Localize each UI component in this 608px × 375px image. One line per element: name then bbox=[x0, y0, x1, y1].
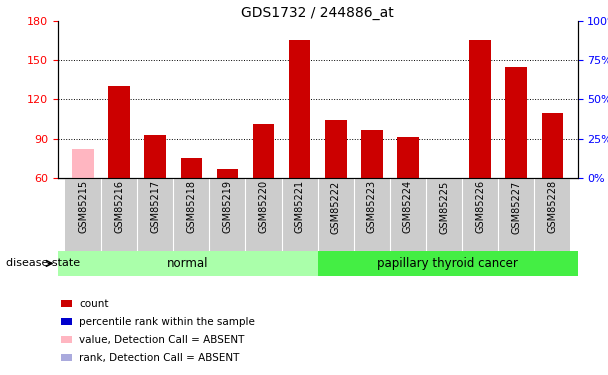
Bar bbox=[246, 178, 282, 251]
Bar bbox=[108, 86, 130, 178]
Text: rank, Detection Call = ABSENT: rank, Detection Call = ABSENT bbox=[79, 353, 240, 363]
Bar bbox=[325, 120, 347, 178]
Text: percentile rank within the sample: percentile rank within the sample bbox=[79, 317, 255, 327]
Bar bbox=[534, 178, 570, 251]
Bar bbox=[542, 112, 563, 178]
Text: GSM85224: GSM85224 bbox=[403, 180, 413, 234]
Bar bbox=[498, 178, 534, 251]
Bar bbox=[289, 40, 311, 178]
Bar bbox=[361, 130, 382, 178]
Bar bbox=[317, 178, 354, 251]
Bar bbox=[173, 178, 209, 251]
Text: GSM85228: GSM85228 bbox=[547, 180, 558, 234]
Text: value, Detection Call = ABSENT: value, Detection Call = ABSENT bbox=[79, 335, 244, 345]
Bar bbox=[462, 178, 498, 251]
Bar bbox=[145, 135, 166, 178]
Bar bbox=[253, 124, 274, 178]
Text: GSM85225: GSM85225 bbox=[439, 180, 449, 234]
Text: GSM85226: GSM85226 bbox=[475, 180, 485, 234]
Text: GSM85217: GSM85217 bbox=[150, 180, 161, 234]
Bar bbox=[397, 138, 419, 178]
Bar bbox=[209, 178, 246, 251]
Title: GDS1732 / 244886_at: GDS1732 / 244886_at bbox=[241, 6, 394, 20]
Text: GSM85218: GSM85218 bbox=[186, 180, 196, 233]
Bar bbox=[101, 178, 137, 251]
Bar bbox=[72, 149, 94, 178]
Bar bbox=[181, 158, 202, 178]
Text: GSM85221: GSM85221 bbox=[295, 180, 305, 234]
Text: papillary thyroid cancer: papillary thyroid cancer bbox=[377, 257, 518, 270]
Text: GSM85220: GSM85220 bbox=[258, 180, 269, 234]
Bar bbox=[390, 178, 426, 251]
Bar bbox=[282, 178, 318, 251]
Text: GSM85219: GSM85219 bbox=[223, 180, 232, 233]
Bar bbox=[137, 178, 173, 251]
Text: count: count bbox=[79, 299, 109, 309]
Bar bbox=[65, 178, 101, 251]
Text: normal: normal bbox=[167, 257, 209, 270]
Text: GSM85227: GSM85227 bbox=[511, 180, 521, 234]
Text: disease state: disease state bbox=[6, 258, 80, 268]
Text: GSM85215: GSM85215 bbox=[78, 180, 88, 234]
Text: GSM85216: GSM85216 bbox=[114, 180, 124, 233]
Bar bbox=[216, 169, 238, 178]
Bar bbox=[469, 40, 491, 178]
Bar bbox=[426, 178, 462, 251]
Bar bbox=[354, 178, 390, 251]
Bar bbox=[505, 67, 527, 178]
Text: GSM85223: GSM85223 bbox=[367, 180, 377, 234]
Text: GSM85222: GSM85222 bbox=[331, 180, 340, 234]
